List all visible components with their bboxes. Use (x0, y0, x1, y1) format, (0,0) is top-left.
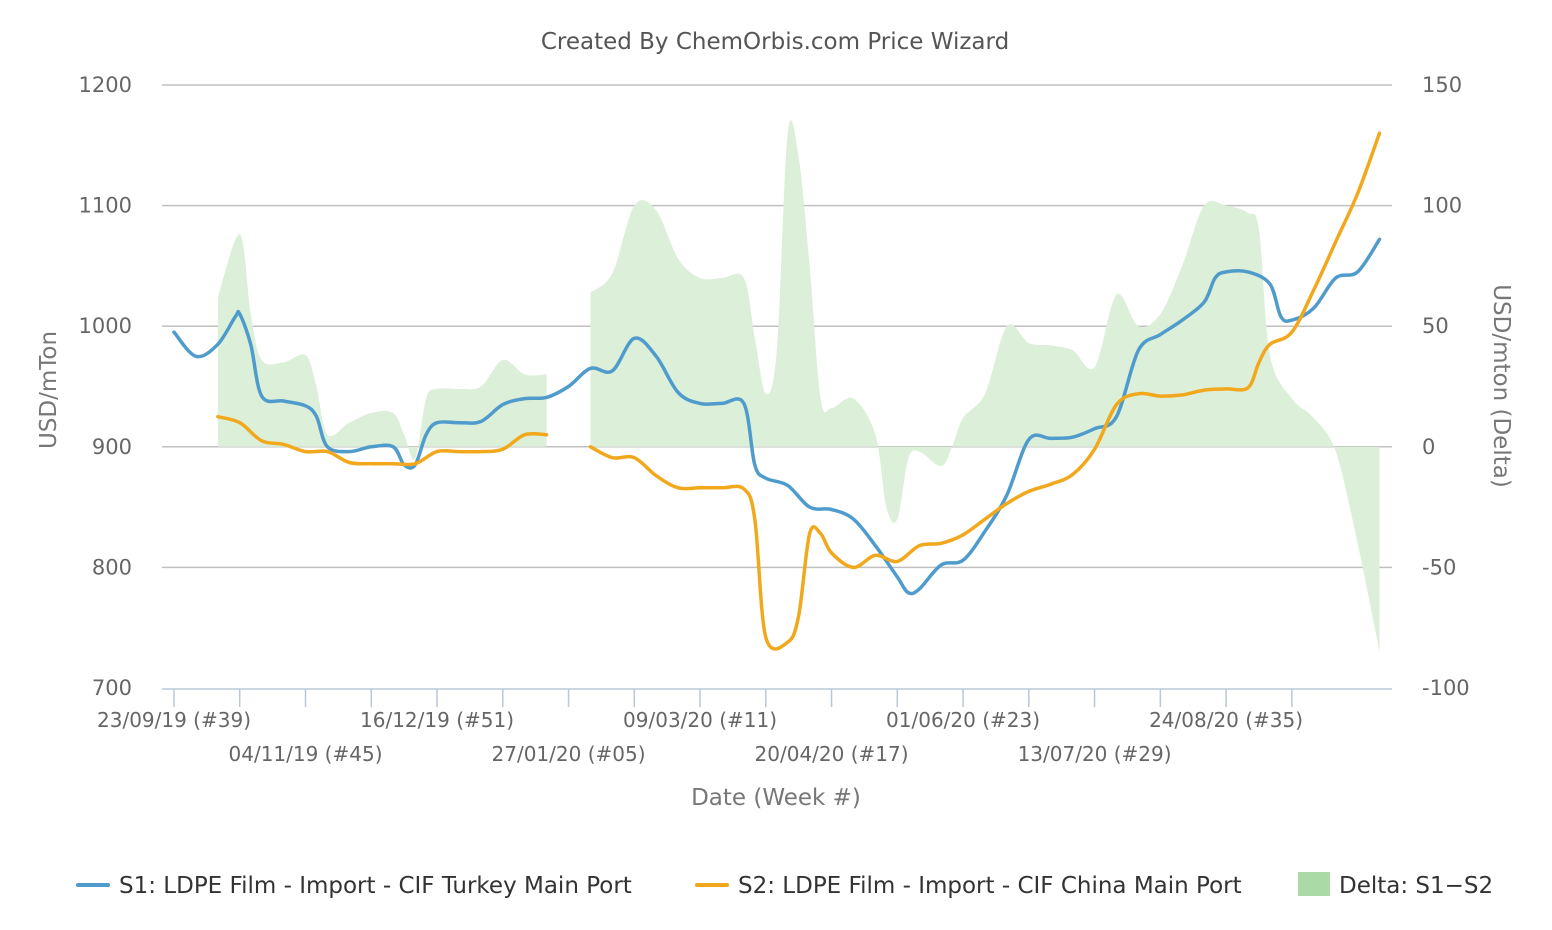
legend-item-delta[interactable]: Delta: S1−S2 (1298, 872, 1493, 899)
legend-item-s2[interactable]: S2: LDPE Film - Import - CIF China Main … (695, 873, 1242, 899)
x-tick-label: 09/03/20 (#11) (623, 708, 777, 732)
x-tick-label: 23/09/19 (#39) (97, 708, 251, 732)
y-tick-label: 800 (92, 555, 132, 579)
series-line-layer (172, 131, 1382, 651)
s2-line (216, 414, 549, 467)
x-tick-label: 04/11/19 (#45) (229, 742, 383, 766)
y2-tick-label: 50 (1422, 314, 1449, 338)
delta-area (217, 234, 547, 460)
legend[interactable]: S1: LDPE Film - Import - CIF Turkey Main… (76, 872, 1493, 899)
x-tick-label: 16/12/19 (#51) (360, 708, 514, 732)
delta-area (590, 120, 1380, 652)
y-tick-label: 1100 (79, 194, 132, 218)
legend-item-s1[interactable]: S1: LDPE Film - Import - CIF Turkey Main… (76, 873, 632, 899)
y2-tick-label: -100 (1422, 676, 1470, 700)
y2-tick-label: 100 (1422, 194, 1462, 218)
chart-title: Created By ChemOrbis.com Price Wizard (541, 29, 1009, 55)
s1-line (172, 237, 1382, 596)
y-axis-title: USD/mTon (36, 331, 62, 449)
s2-line (588, 131, 1382, 651)
x-tick-label: 13/07/20 (#29) (1018, 742, 1172, 766)
y2-axis-title: USD/mton (Delta) (1488, 284, 1514, 488)
legend-swatch (1298, 872, 1330, 896)
axis-layer: 23/09/19 (#39) 04/11/19 (#45) 16/12/19 (#5… (97, 688, 1392, 766)
legend-label: Delta: S1−S2 (1339, 873, 1493, 899)
x-tick-label: 27/01/20 (#05) (492, 742, 646, 766)
y-tick-label: 900 (92, 435, 132, 459)
y2-tick-label: -50 (1422, 555, 1456, 579)
legend-label: S1: LDPE Film - Import - CIF Turkey Main… (119, 873, 632, 899)
legend-label: S2: LDPE Film - Import - CIF China Main … (738, 873, 1242, 899)
grid-layer: 700 800 900 1000 1100 1200 -100 -50 0 50 100 150 (79, 73, 1470, 700)
y-tick-label: 700 (92, 676, 132, 700)
y2-tick-label: 150 (1422, 73, 1462, 97)
y-tick-label: 1200 (79, 73, 132, 97)
y-tick-label: 1000 (79, 314, 132, 338)
x-tick-label: 20/04/20 (#17) (755, 742, 909, 766)
y2-tick-label: 0 (1422, 435, 1435, 459)
delta-area-layer (217, 120, 1380, 652)
x-axis-title: Date (Week #) (691, 785, 861, 811)
x-tick-label: 24/08/20 (#35) (1149, 708, 1303, 732)
x-tick-label: 01/06/20 (#23) (886, 708, 1040, 732)
